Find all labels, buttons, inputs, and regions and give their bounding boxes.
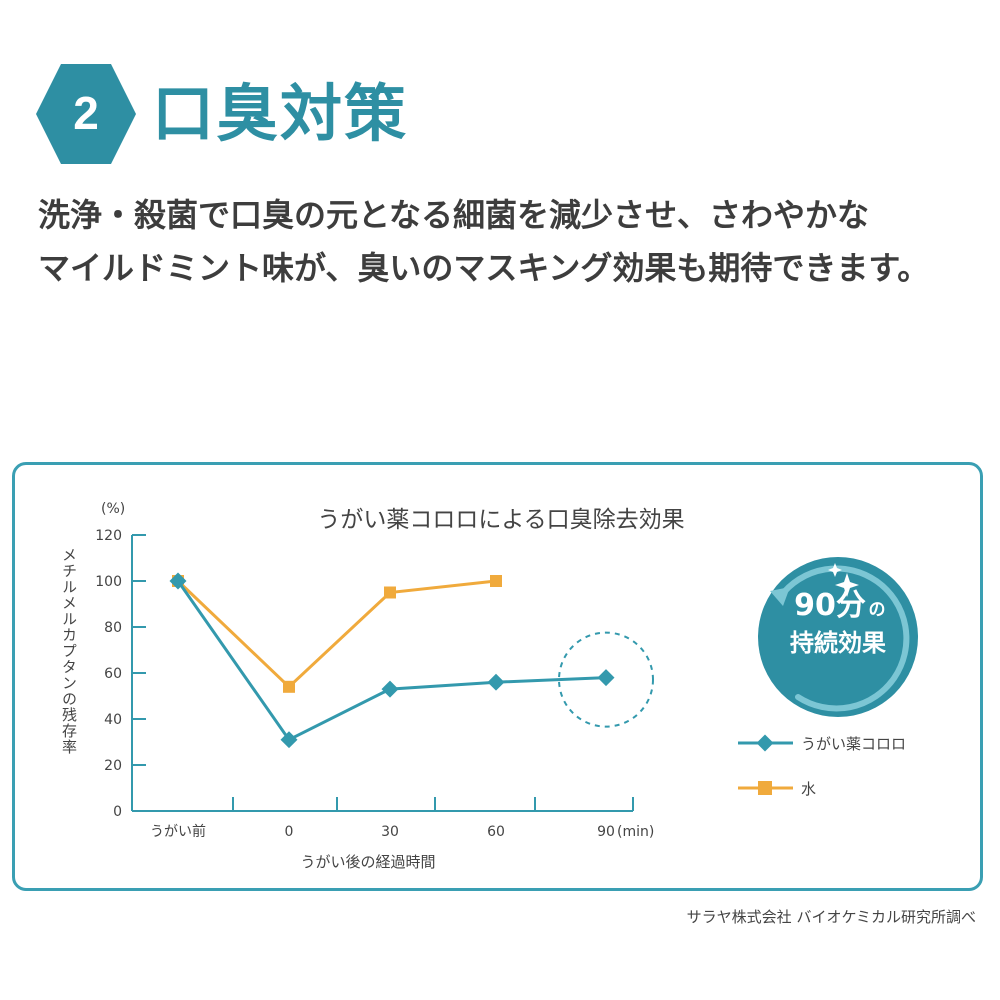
x-unit-label: (min) [617,824,654,840]
description-line-2: マイルドミント味が、臭いのマスキング効果も期待できます。 [38,249,930,287]
legend: うがい薬コロロ 水 [738,734,906,798]
y-unit-label: (%) [101,501,125,517]
duration-badge: 90分 の 持続効果 [758,557,918,717]
data-point-korolo [597,669,615,687]
badge-circle [758,557,918,717]
sparkle-icon [828,563,859,597]
data-point-korolo [169,572,187,590]
data-point-korolo [487,673,505,691]
x-tick-label: 0 [285,824,294,840]
circular-arrow-icon [777,565,910,712]
data-point-water [283,680,295,693]
y-tick-label: 0 [113,804,122,820]
chart-panel: うがい薬コロロによる口臭除去効果 (%) メチルメルカプタンの残存率 うがい後の… [12,462,983,891]
plot-area: 0 20 40 60 80 100 120 うがい前 0 30 60 90 [95,528,654,840]
series-line-korolo [176,580,607,742]
x-tick-label: 60 [487,824,505,840]
data-point-water [384,586,396,599]
line-chart: うがい薬コロロによる口臭除去効果 (%) メチルメルカプタンの残存率 うがい後の… [60,501,918,871]
y-axis-label: メチルメルカプタンの残存率 [60,547,78,755]
series-line-water [176,579,497,689]
x-tick-label: 30 [381,824,399,840]
source-credit: サラヤ株式会社 バイオケミカル研究所調べ [686,908,976,926]
description-line-1: 洗浄・殺菌で口臭の元となる細菌を減少させ、さわやかな [38,196,870,234]
y-tick-label: 100 [95,574,122,590]
y-tick-label: 20 [104,758,122,774]
arrow-head-icon [770,587,790,606]
x-axis-label: うがい後の経過時間 [300,853,435,871]
hexagon-shape [36,64,136,164]
badge-particle-text: の [869,600,886,620]
x-tick-label: 90 [597,824,615,840]
badge-main-text: 90分 [794,588,866,623]
legend-water-label: 水 [801,780,816,798]
badge-sub-text: 持続効果 [790,629,886,657]
number-hexagon-badge: 2 [36,64,136,164]
y-tick-label: 60 [104,666,122,682]
x-tick-label: うがい前 [150,823,206,840]
data-point-water [490,575,502,587]
badge-number: 2 [73,87,99,139]
y-tick-label: 40 [104,712,122,728]
legend-water-marker [758,781,772,795]
y-tick-label: 80 [104,620,122,636]
page-title: 口臭対策 [152,77,409,150]
highlight-dashed-circle [558,631,654,728]
data-point-korolo [381,680,399,698]
data-point-korolo [280,731,298,749]
legend-korolo-marker [756,734,774,752]
y-tick-label: 120 [95,528,122,544]
chart-title: うがい薬コロロによる口臭除去効果 [317,507,684,533]
legend-korolo-label: うがい薬コロロ [801,735,906,753]
